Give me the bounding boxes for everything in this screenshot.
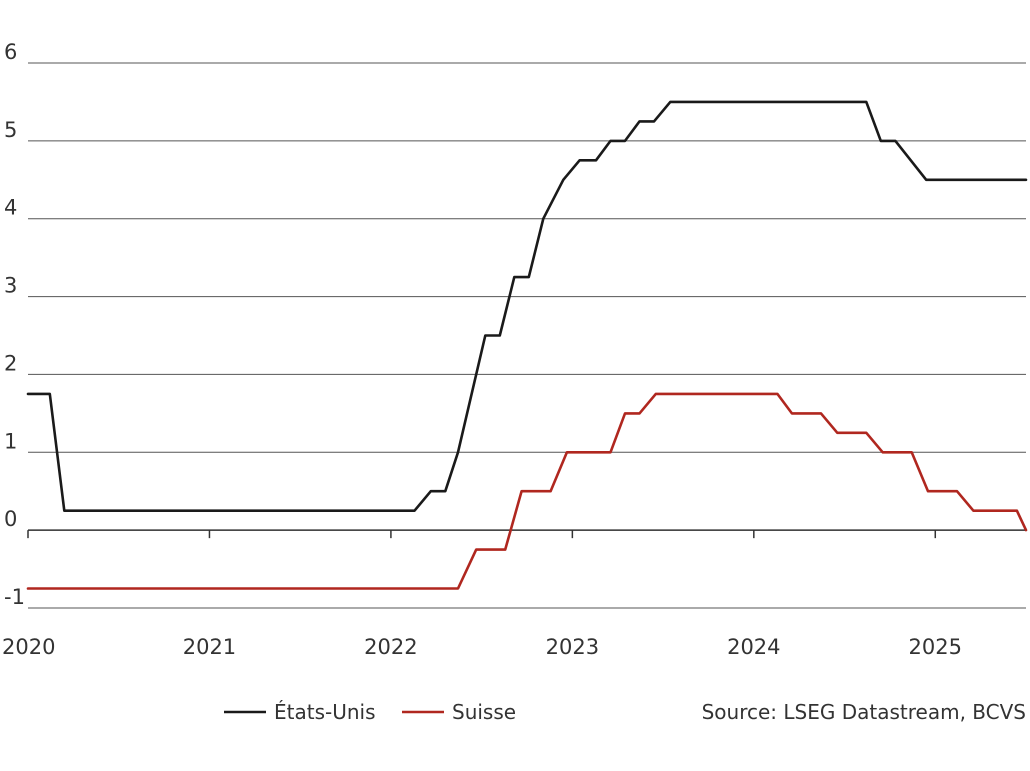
y-tick-label: 5	[4, 118, 17, 142]
series-line-0	[26, 100, 1028, 512]
x-tick-label: 2023	[546, 635, 599, 659]
y-tick-label: 2	[4, 351, 17, 375]
x-tick-label: 2025	[909, 635, 962, 659]
y-tick-label: 6	[4, 40, 17, 64]
x-tick-label: 2020	[2, 635, 55, 659]
legend-label: Suisse	[452, 700, 516, 724]
y-tick-label: 4	[4, 196, 17, 220]
y-tick-label: -1	[4, 585, 25, 609]
y-tick-label: 0	[4, 507, 17, 531]
y-tick-label: 3	[4, 274, 17, 298]
series-lines	[26, 100, 1028, 590]
series-line-1	[26, 392, 1028, 590]
y-axis-ticks: -1 0 1 2 3 4 5 6	[4, 40, 25, 609]
gridlines	[28, 62, 1026, 609]
x-axis: 2020 2021 2022 2023 2024 2025	[2, 529, 1026, 659]
source-note: Source: LSEG Datastream, BCVS	[702, 700, 1026, 724]
y-tick-label: 1	[4, 429, 17, 453]
legend: États-Unis Suisse	[224, 700, 516, 724]
x-tick-label: 2024	[727, 635, 780, 659]
legend-label: États-Unis	[274, 700, 376, 724]
x-tick-label: 2021	[183, 635, 236, 659]
x-tick-label: 2022	[364, 635, 417, 659]
